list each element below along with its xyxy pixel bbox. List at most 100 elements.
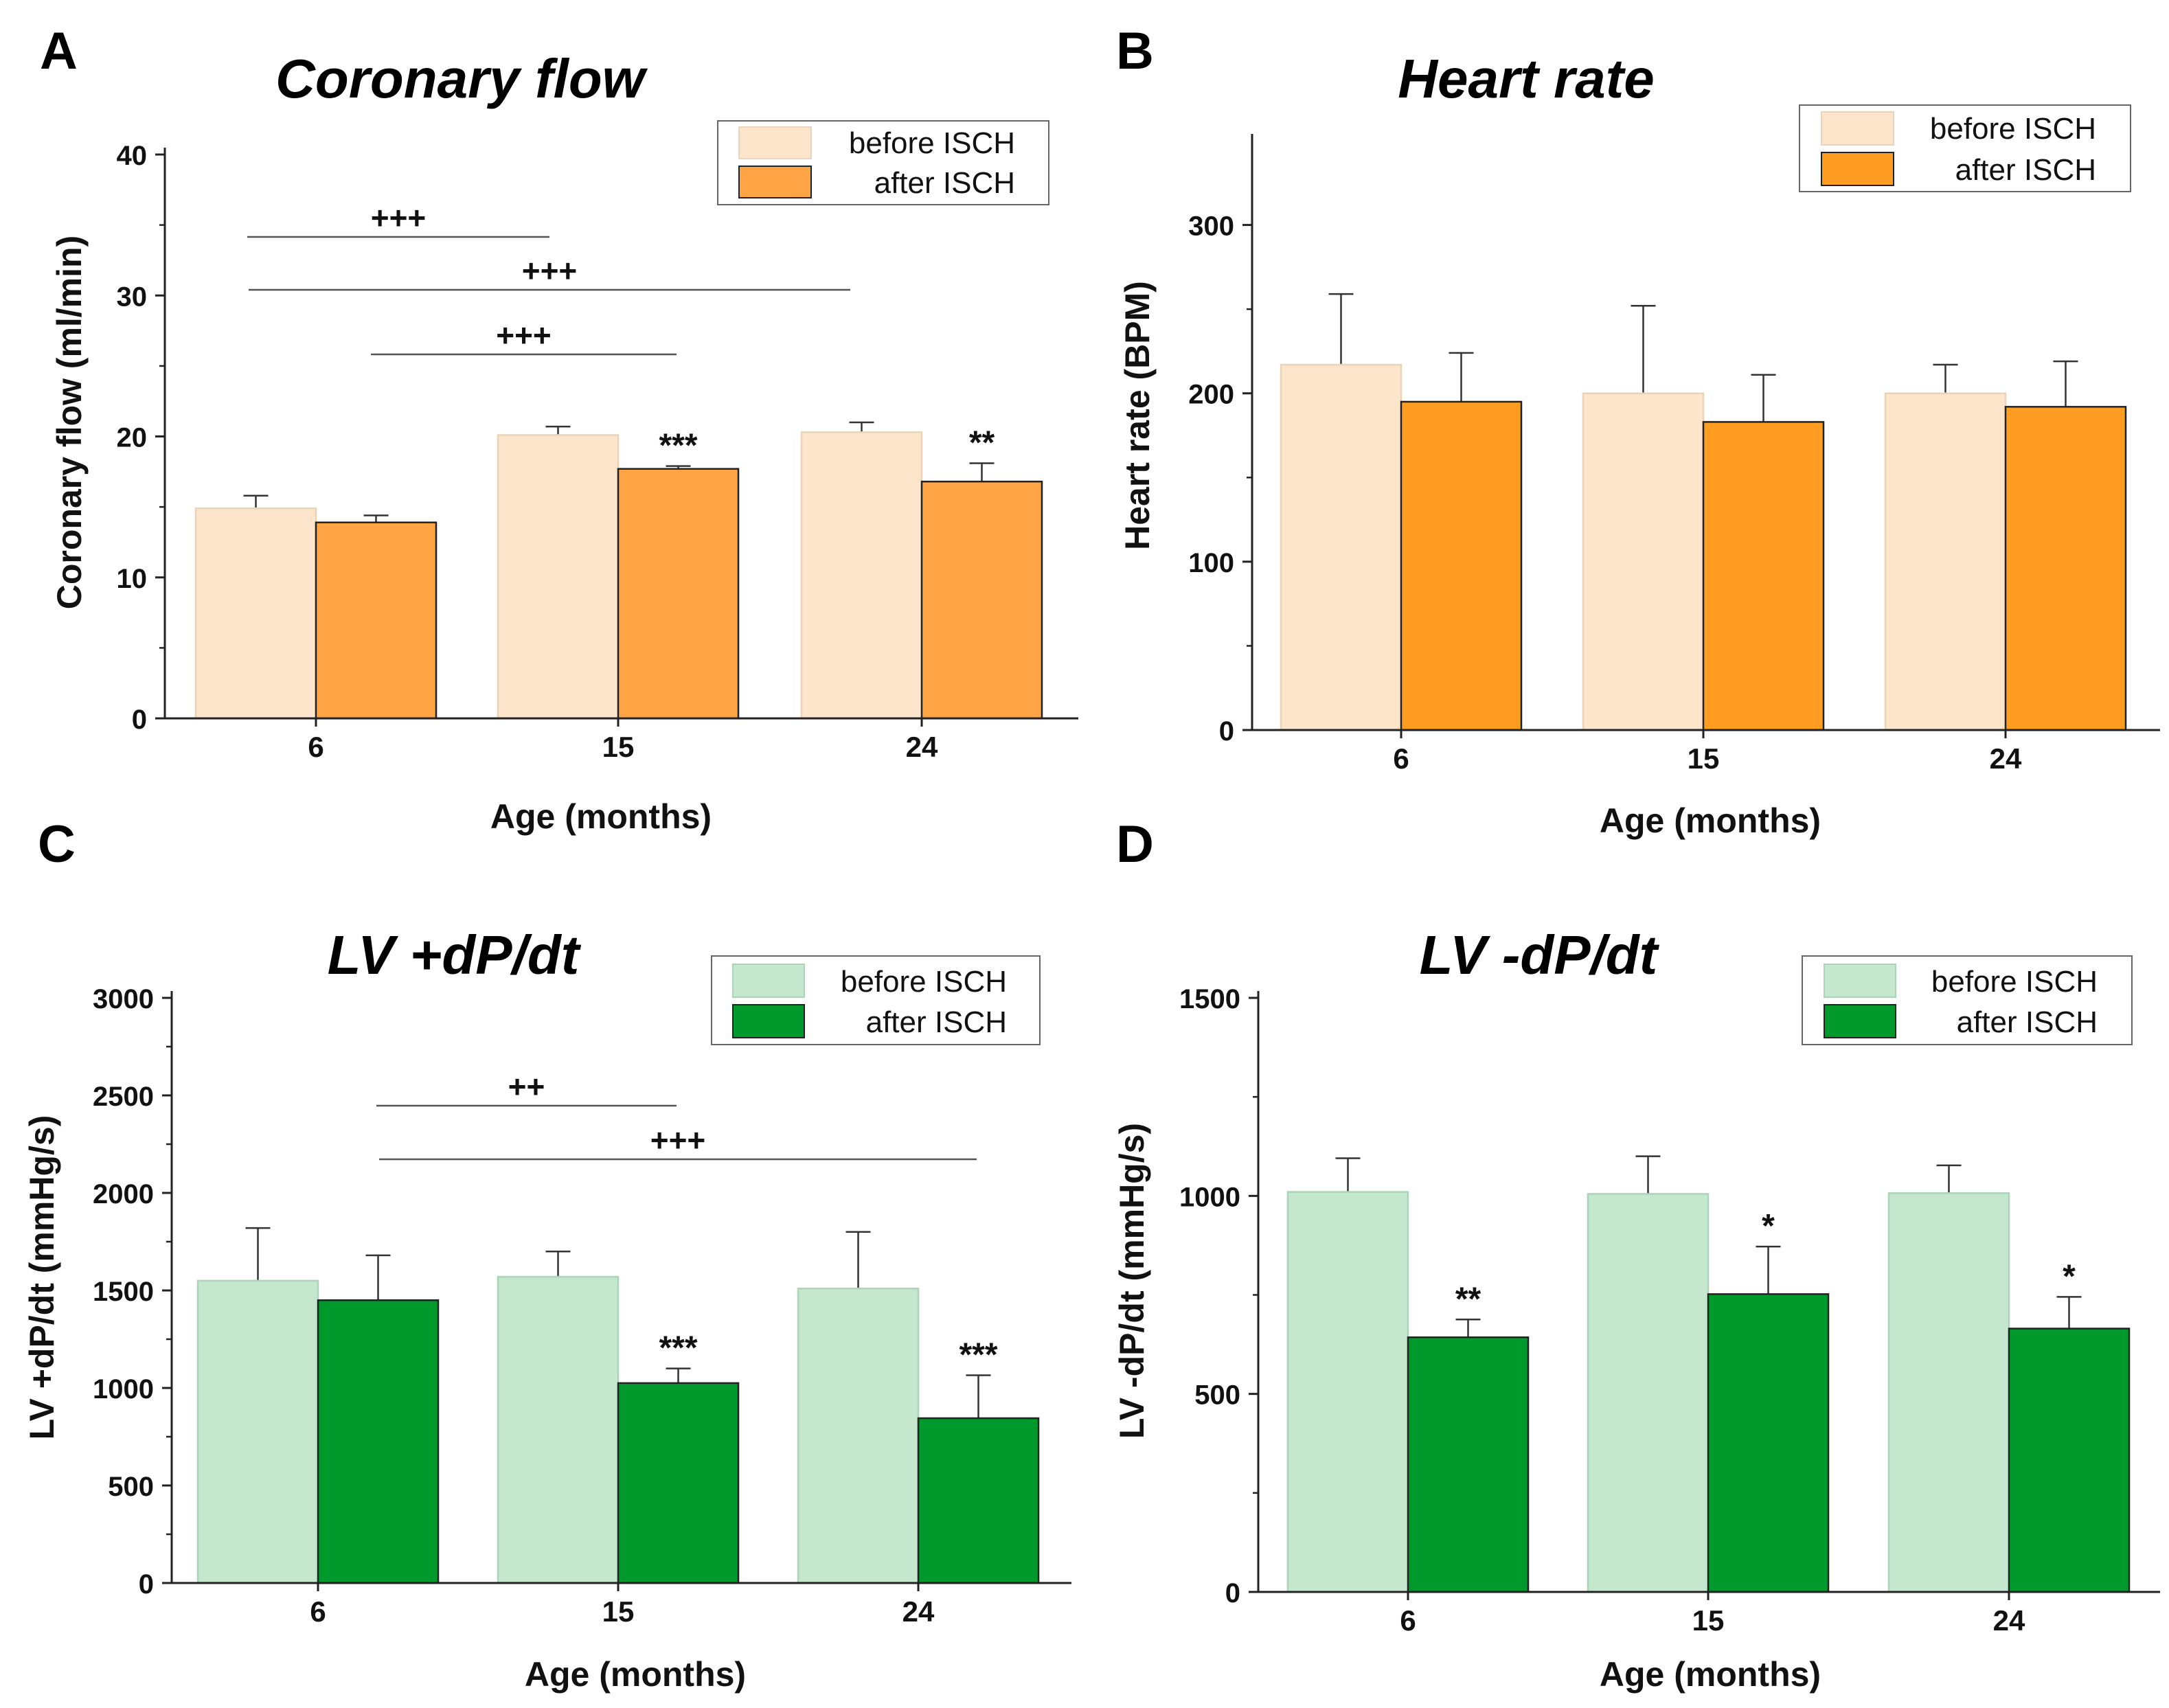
y-tick-label: 100 — [1188, 548, 1234, 578]
panel-letter: A — [40, 22, 78, 80]
x-tick-label: 6 — [1400, 1604, 1416, 1637]
y-tick-label: 30 — [117, 282, 148, 312]
bar-after-isch — [1400, 400, 1523, 731]
legend-label-before: before ISCH — [1930, 112, 2096, 146]
y-tick-label: 1500 — [1179, 984, 1240, 1014]
x-axis-label: Age (months) — [1600, 801, 1821, 840]
x-tick-label: 15 — [602, 731, 635, 763]
bar-before-isch — [1280, 363, 1403, 731]
y-axis-label: Coronary flow (ml/min) — [50, 236, 89, 609]
y-tick-label: 500 — [1194, 1380, 1240, 1411]
comparison-label: +++ — [371, 200, 427, 236]
legend-label-after: after ISCH — [874, 166, 1015, 200]
y-tick-label: 1500 — [93, 1277, 154, 1307]
x-tick-label: 24 — [906, 731, 938, 763]
bar-before-isch — [196, 1279, 319, 1584]
bar-before-isch — [1286, 1191, 1409, 1593]
legend-label-after: after ISCH — [866, 1005, 1007, 1039]
x-tick-label: 6 — [310, 1595, 326, 1628]
legend-swatch-after — [1824, 1004, 1896, 1038]
panel-letter: D — [1116, 815, 1154, 874]
bar-before-isch — [1587, 1193, 1710, 1593]
bar-after-isch — [1407, 1336, 1530, 1593]
legend-label-before: before ISCH — [841, 965, 1007, 999]
bar-before-isch — [497, 434, 620, 720]
panel-letter: B — [1116, 22, 1154, 80]
legend-swatch-before — [1821, 111, 1894, 146]
legend: before ISCH after ISCH — [711, 955, 1041, 1045]
chart-title: LV -dP/dt — [1420, 924, 1660, 986]
x-tick-label: 6 — [308, 731, 323, 763]
panel-letter: C — [38, 815, 76, 874]
y-tick-label: 20 — [117, 423, 148, 453]
y-tick-label: 10 — [117, 564, 148, 594]
bar-after-isch — [917, 1417, 1040, 1584]
chart-title: LV +dP/dt — [328, 924, 582, 986]
legend-swatch-before — [1824, 964, 1896, 998]
x-tick-label: 24 — [1990, 742, 2022, 775]
y-tick-label: 500 — [108, 1472, 154, 1502]
bar-before-isch — [194, 507, 317, 720]
bar-after-isch — [315, 521, 438, 720]
comparison-label: +++ — [522, 253, 578, 288]
bar-after-isch — [617, 1382, 740, 1584]
bar-before-isch — [1887, 1192, 2010, 1593]
comparison-label: ++ — [508, 1069, 545, 1104]
significance-label: *** — [659, 1330, 697, 1367]
panel-a: A Coronary flow Age (months) Coronary fl… — [40, 22, 1078, 836]
bar-before-isch — [800, 431, 923, 720]
significance-label: ** — [1455, 1281, 1481, 1317]
y-axis-label: LV -dP/dt (mmHg/s) — [1113, 1123, 1151, 1439]
legend-label-after: after ISCH — [1957, 1005, 2098, 1039]
significance-label: *** — [959, 1337, 997, 1374]
x-tick-label: 6 — [1393, 742, 1409, 775]
y-tick-label: 2500 — [93, 1082, 154, 1112]
x-tick-label: 15 — [602, 1595, 635, 1628]
plot-area: 0 100 200 300 6 15 24 — [1188, 134, 2160, 775]
y-tick-label: 300 — [1188, 212, 1234, 242]
panel-b: B Heart rate Age (months) Heart rate (BP… — [1116, 22, 2160, 840]
y-tick-label: 0 — [132, 705, 147, 735]
y-tick-label: 0 — [1219, 716, 1234, 747]
comparison-label: +++ — [650, 1122, 706, 1158]
y-axis-label: LV +dP/dt (mmHg/s) — [23, 1115, 61, 1440]
legend-label-before: before ISCH — [849, 126, 1015, 160]
y-tick-label: 200 — [1188, 380, 1234, 410]
y-tick-label: 1000 — [93, 1374, 154, 1404]
bar-before-isch — [1884, 392, 2007, 731]
legend: before ISCH after ISCH — [1799, 104, 2131, 192]
bar-before-isch — [797, 1287, 920, 1584]
significance-label: *** — [659, 428, 697, 464]
y-tick-label: 3000 — [93, 984, 154, 1014]
panel-c: C LV +dP/dt Age (months) LV +dP/dt (mmHg… — [23, 815, 1071, 1694]
bar-after-isch — [920, 480, 1043, 720]
x-tick-label: 24 — [902, 1595, 935, 1628]
legend-swatch-before — [738, 126, 812, 159]
bar-after-isch — [2008, 1328, 2131, 1593]
x-axis-label: Age (months) — [1600, 1655, 1821, 1694]
y-tick-label: 40 — [117, 141, 148, 171]
y-tick-label: 1000 — [1179, 1182, 1240, 1212]
bar-after-isch — [1707, 1293, 1830, 1593]
y-tick-label: 0 — [139, 1569, 154, 1599]
significance-label: * — [1762, 1208, 1775, 1244]
panel-d: D LV -dP/dt Age (months) LV -dP/dt (mmHg… — [1113, 815, 2160, 1694]
y-tick-label: 0 — [1225, 1578, 1240, 1608]
x-tick-label: 15 — [1692, 1604, 1725, 1637]
chart-title: Coronary flow — [275, 48, 648, 109]
significance-label: * — [2063, 1258, 2076, 1295]
bar-after-isch — [1702, 421, 1825, 731]
x-tick-label: 24 — [1993, 1604, 2025, 1637]
legend: before ISCH after ISCH — [717, 120, 1049, 205]
legend-label-before: before ISCH — [1931, 965, 2098, 999]
legend: before ISCH after ISCH — [1802, 955, 2133, 1045]
significance-label: ** — [969, 424, 995, 461]
bar-before-isch — [1582, 392, 1705, 731]
y-axis-label: Heart rate (BPM) — [1118, 281, 1157, 550]
legend-swatch-before — [732, 964, 805, 998]
x-axis-label: Age (months) — [525, 1655, 746, 1694]
